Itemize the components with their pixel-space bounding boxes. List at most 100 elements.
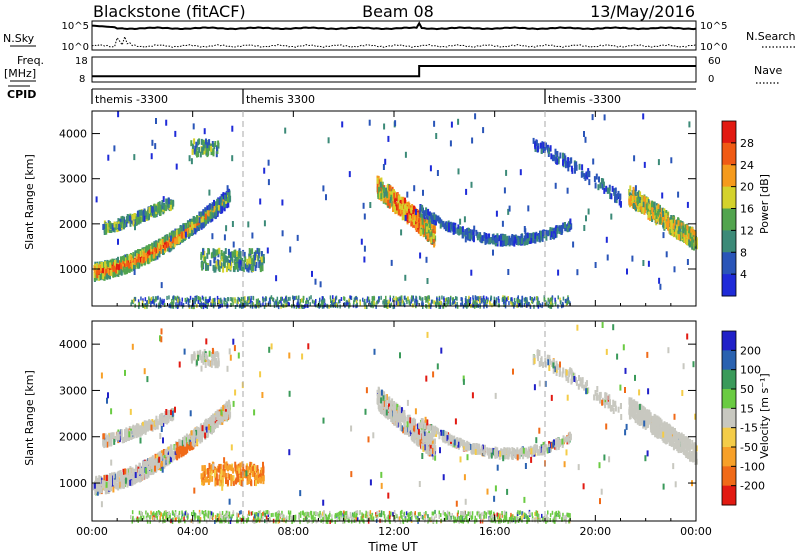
scatter-cell (387, 135, 390, 142)
scatter-cell (451, 297, 454, 302)
scatter-cell (406, 191, 409, 198)
scatter-cell (457, 224, 460, 231)
scatter-cell (217, 259, 220, 266)
scatter-cell (147, 209, 149, 216)
scatter-cell (207, 204, 210, 211)
scatter-cell (399, 199, 402, 206)
scatter-cell (518, 298, 520, 303)
scatter-cell (196, 438, 199, 445)
scatter-cell (514, 237, 517, 243)
scatter-cell (145, 245, 148, 252)
scatter-cell (223, 409, 226, 416)
scatter-cell (127, 266, 130, 273)
scatter-cell (689, 232, 692, 239)
scatter-cell (229, 251, 232, 258)
scatter-cell (532, 298, 535, 303)
scatter-cell (292, 295, 294, 300)
scatter-cell (197, 225, 200, 231)
scatter-cell (428, 304, 430, 309)
scatter-cell (457, 118, 460, 125)
scatter-cell (130, 256, 133, 263)
scatter-cell (306, 297, 308, 302)
scatter-cell (413, 185, 416, 192)
scatter-cell (145, 255, 147, 262)
scatter-cell (329, 295, 332, 300)
scatter-cell (410, 299, 412, 304)
scatter-cell (368, 299, 371, 304)
scatter-cell (138, 475, 141, 482)
scatter-cell (554, 156, 557, 163)
scatter-cell (129, 479, 132, 486)
scatter-cell (113, 145, 116, 152)
scatter-cell (146, 213, 149, 220)
scatter-cell (631, 195, 634, 202)
scatter-cell (649, 208, 652, 215)
scatter-cell (364, 305, 366, 309)
scatter-cell (184, 437, 187, 444)
scatter-cell (97, 268, 100, 275)
scatter-cell (120, 480, 123, 487)
scatter-cell (480, 299, 483, 304)
scatter-cell (226, 301, 228, 306)
scatter-cell (117, 238, 119, 245)
nsearch-series-line (91, 35, 697, 48)
scatter-cell (193, 298, 195, 303)
scatter-cell (107, 483, 110, 490)
scatter-cell (148, 469, 151, 476)
scatter-cell (629, 185, 632, 192)
scatter-cell (395, 192, 398, 199)
scatter-cell (614, 192, 617, 199)
scatter-cell (251, 304, 254, 309)
scatter-cell (416, 212, 419, 219)
scatter-cell (133, 469, 136, 476)
scatter-cell (233, 249, 236, 256)
scatter-cell (644, 202, 647, 209)
scatter-cell (263, 257, 265, 264)
nsky-label: N.Sky (3, 32, 35, 45)
nave-tick-bottom: 0 (708, 74, 714, 85)
scatter-cell (321, 304, 324, 309)
scatter-cell (400, 229, 403, 236)
scatter-cell (100, 273, 103, 280)
scatter-cell (695, 238, 698, 245)
scatter-cell (163, 298, 165, 303)
scatter-cell (643, 208, 646, 215)
scatter-cell (415, 295, 417, 300)
scatter-cell (659, 217, 662, 224)
scatter-cell (392, 305, 394, 310)
scatter-cell (378, 296, 380, 301)
scatter-cell (220, 416, 223, 423)
scatter-cell (193, 138, 196, 145)
scatter-cell (151, 139, 154, 146)
scatter-cell (215, 411, 218, 418)
scatter-cell (551, 303, 554, 307)
scatter-cell (419, 296, 422, 301)
scatter-cell (393, 192, 396, 199)
scatter-cell (106, 479, 109, 486)
scatter-cell (389, 191, 392, 198)
scatter-cell (206, 252, 209, 259)
scatter-cell (94, 487, 97, 494)
scatter-cell (349, 295, 352, 300)
scatter-cell (120, 268, 123, 275)
scatter-cell (257, 252, 260, 259)
scatter-cell (221, 416, 224, 423)
scatter-cell (100, 487, 103, 494)
scatter-cell (461, 226, 464, 233)
scatter-cell (182, 437, 184, 443)
scatter-cell (643, 161, 646, 168)
scatter-cell (220, 250, 223, 256)
scatter-cell (549, 145, 552, 152)
scatter-cell (102, 267, 104, 274)
scatter-cell (216, 421, 219, 428)
scatter-cell (124, 473, 127, 480)
scatter-cell (687, 239, 690, 246)
scatter-cell (616, 193, 618, 200)
scatter-cell (383, 186, 385, 193)
scatter-cell (550, 300, 552, 305)
scatter-cell (464, 298, 467, 302)
scatter-cell (568, 299, 570, 304)
scatter-cell (122, 266, 125, 273)
scatter-cell (223, 234, 226, 241)
